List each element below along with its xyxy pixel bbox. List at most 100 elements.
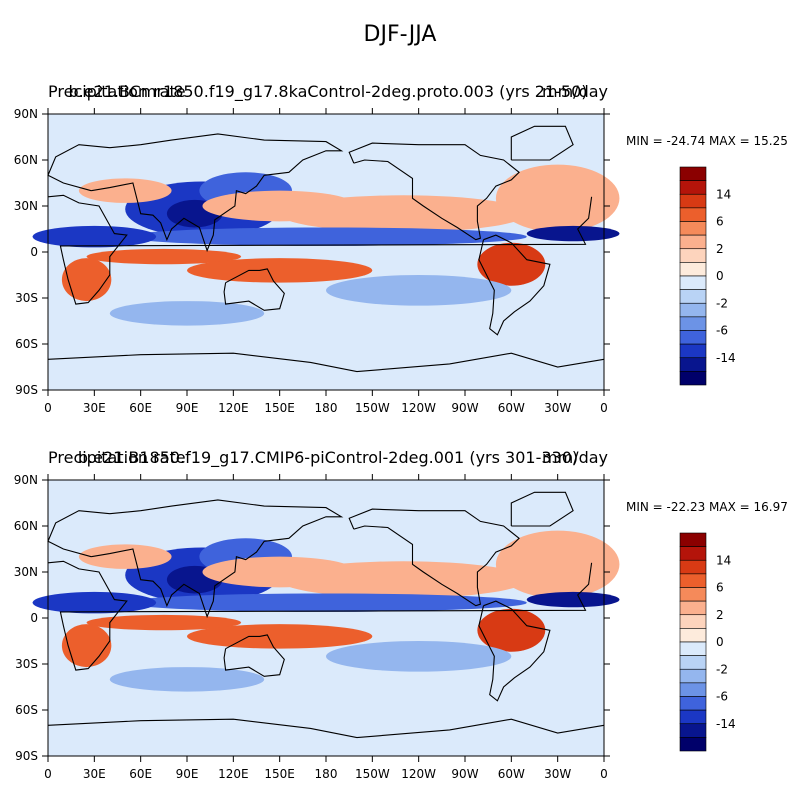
colorbar-swatch <box>679 343 707 359</box>
colorbar-swatch <box>679 587 707 602</box>
y-tick-label: 90N <box>14 473 38 487</box>
colorbar-swatch <box>679 628 707 643</box>
panel-2-units: mm/day <box>542 448 608 467</box>
contour-patch <box>109 301 265 326</box>
coastline <box>47 133 344 253</box>
x-tick-label: 60W <box>498 401 525 415</box>
panel-1-stats: MIN = -24.74 MAX = 15.25 <box>626 134 788 148</box>
colorbar-swatch <box>679 234 707 250</box>
colorbar-swatch <box>679 275 707 290</box>
x-tick-label: 150W <box>355 401 390 415</box>
colorbar-1: 14 6 2 0 -2 -6 -14 <box>679 166 736 386</box>
colorbar-swatch <box>679 262 707 277</box>
panel-1-units: mm/day <box>542 82 608 101</box>
x-tick-label: 90W <box>451 767 478 781</box>
colorbar-swatch <box>679 696 707 711</box>
colorbar-swatch <box>679 682 707 697</box>
colorbar-swatch <box>679 248 707 263</box>
x-tick-label: 120E <box>218 767 249 781</box>
y-tick-label: 90S <box>15 383 38 397</box>
colorbar-swatch <box>679 737 707 752</box>
coastline <box>348 508 520 607</box>
x-tick-label: 90E <box>176 401 199 415</box>
contour-patch <box>187 624 373 649</box>
contour-patch <box>279 195 527 233</box>
contour-patch <box>78 544 172 569</box>
colorbar-swatch <box>679 546 707 561</box>
contour-patch <box>187 258 373 283</box>
map-panel-1: 0 30E 60E 90E 120E 150E 180 150W 120W 90W 60W 30W 09… <box>14 107 620 415</box>
x-tick-label: 150W <box>355 767 390 781</box>
coastline <box>510 125 574 161</box>
figure-title: DJF-JJA <box>363 22 437 47</box>
panel-1-case: b.e21.BCmr1850.f19_g17.8kaControl-2deg.p… <box>68 82 588 101</box>
panel-2-variable: Precipitation rate <box>48 448 186 467</box>
colorbar-label: 2 <box>716 242 724 256</box>
colorbar-label: -2 <box>716 662 728 676</box>
colorbar-swatch <box>679 289 707 304</box>
coastline <box>223 634 285 677</box>
coastline <box>47 499 344 619</box>
x-tick-label: 180 <box>315 767 338 781</box>
colorbar-label: 2 <box>716 608 724 622</box>
colorbar-swatch <box>679 723 707 738</box>
x-tick-label: 60E <box>129 401 152 415</box>
contour-patch <box>61 624 112 668</box>
x-tick-label: 60E <box>129 767 152 781</box>
contour-patch <box>32 225 157 248</box>
x-tick-label: 0 <box>44 401 52 415</box>
colorbar-2: 14 6 2 0 -2 -6 -14 <box>679 532 736 752</box>
colorbar-label: 6 <box>716 215 724 229</box>
x-tick-label: 0 <box>600 767 608 781</box>
panel-2-case: b.e21.B1850.f19_g17.CMIP6-piControl-2deg… <box>77 448 579 467</box>
colorbar-label: -2 <box>716 296 728 310</box>
contour-patch <box>125 227 527 246</box>
contour-patch <box>109 667 265 692</box>
contour-patch <box>86 248 242 265</box>
coastline <box>223 268 285 311</box>
x-tick-label: 30E <box>83 767 106 781</box>
colorbar-swatch <box>679 371 707 386</box>
x-tick-label: 120W <box>401 401 436 415</box>
contour-patch <box>86 614 242 631</box>
contour-patch <box>279 561 527 599</box>
colorbar-swatch <box>679 668 707 684</box>
contour-patch <box>477 608 546 652</box>
x-tick-label: 90W <box>451 401 478 415</box>
x-tick-label: 30W <box>544 767 571 781</box>
colorbar-label: 14 <box>716 553 731 567</box>
y-tick-label: 30S <box>15 657 38 671</box>
colorbar-swatch <box>679 166 707 181</box>
y-tick-label: 60S <box>15 703 38 717</box>
contour-patch <box>495 530 620 599</box>
y-tick-label: 30N <box>14 565 38 579</box>
x-tick-label: 150E <box>264 401 295 415</box>
colorbar-swatch <box>679 573 707 588</box>
colorbar-swatch <box>679 600 707 616</box>
y-tick-label: 60S <box>15 337 38 351</box>
panel-1-variable: Precipitation rate <box>48 82 186 101</box>
colorbar-swatch <box>679 180 707 195</box>
x-tick-label: 0 <box>44 767 52 781</box>
contour-patch <box>477 242 546 286</box>
colorbar-label: 6 <box>716 581 724 595</box>
y-tick-label: 0 <box>30 611 38 625</box>
coastline <box>47 352 605 373</box>
colorbar-swatch <box>679 193 707 209</box>
x-tick-label: 120W <box>401 767 436 781</box>
coastline <box>47 560 593 671</box>
y-tick-label: 0 <box>30 245 38 259</box>
colorbar-label: -6 <box>716 324 728 338</box>
x-tick-label: 30E <box>83 401 106 415</box>
y-tick-label: 90N <box>14 107 38 121</box>
coastline <box>47 718 605 739</box>
colorbar-label: 0 <box>716 269 724 283</box>
map-panel-2: 0 30E 60E 90E 120E 150E 180 150W 120W 90W 60W 30W 09… <box>14 473 620 781</box>
coastline <box>478 234 551 336</box>
colorbar-swatch <box>679 614 707 629</box>
colorbar-label: -14 <box>716 351 736 365</box>
contour-patch <box>495 164 620 233</box>
colorbar-label: 14 <box>716 187 731 201</box>
colorbar-swatch <box>679 357 707 372</box>
